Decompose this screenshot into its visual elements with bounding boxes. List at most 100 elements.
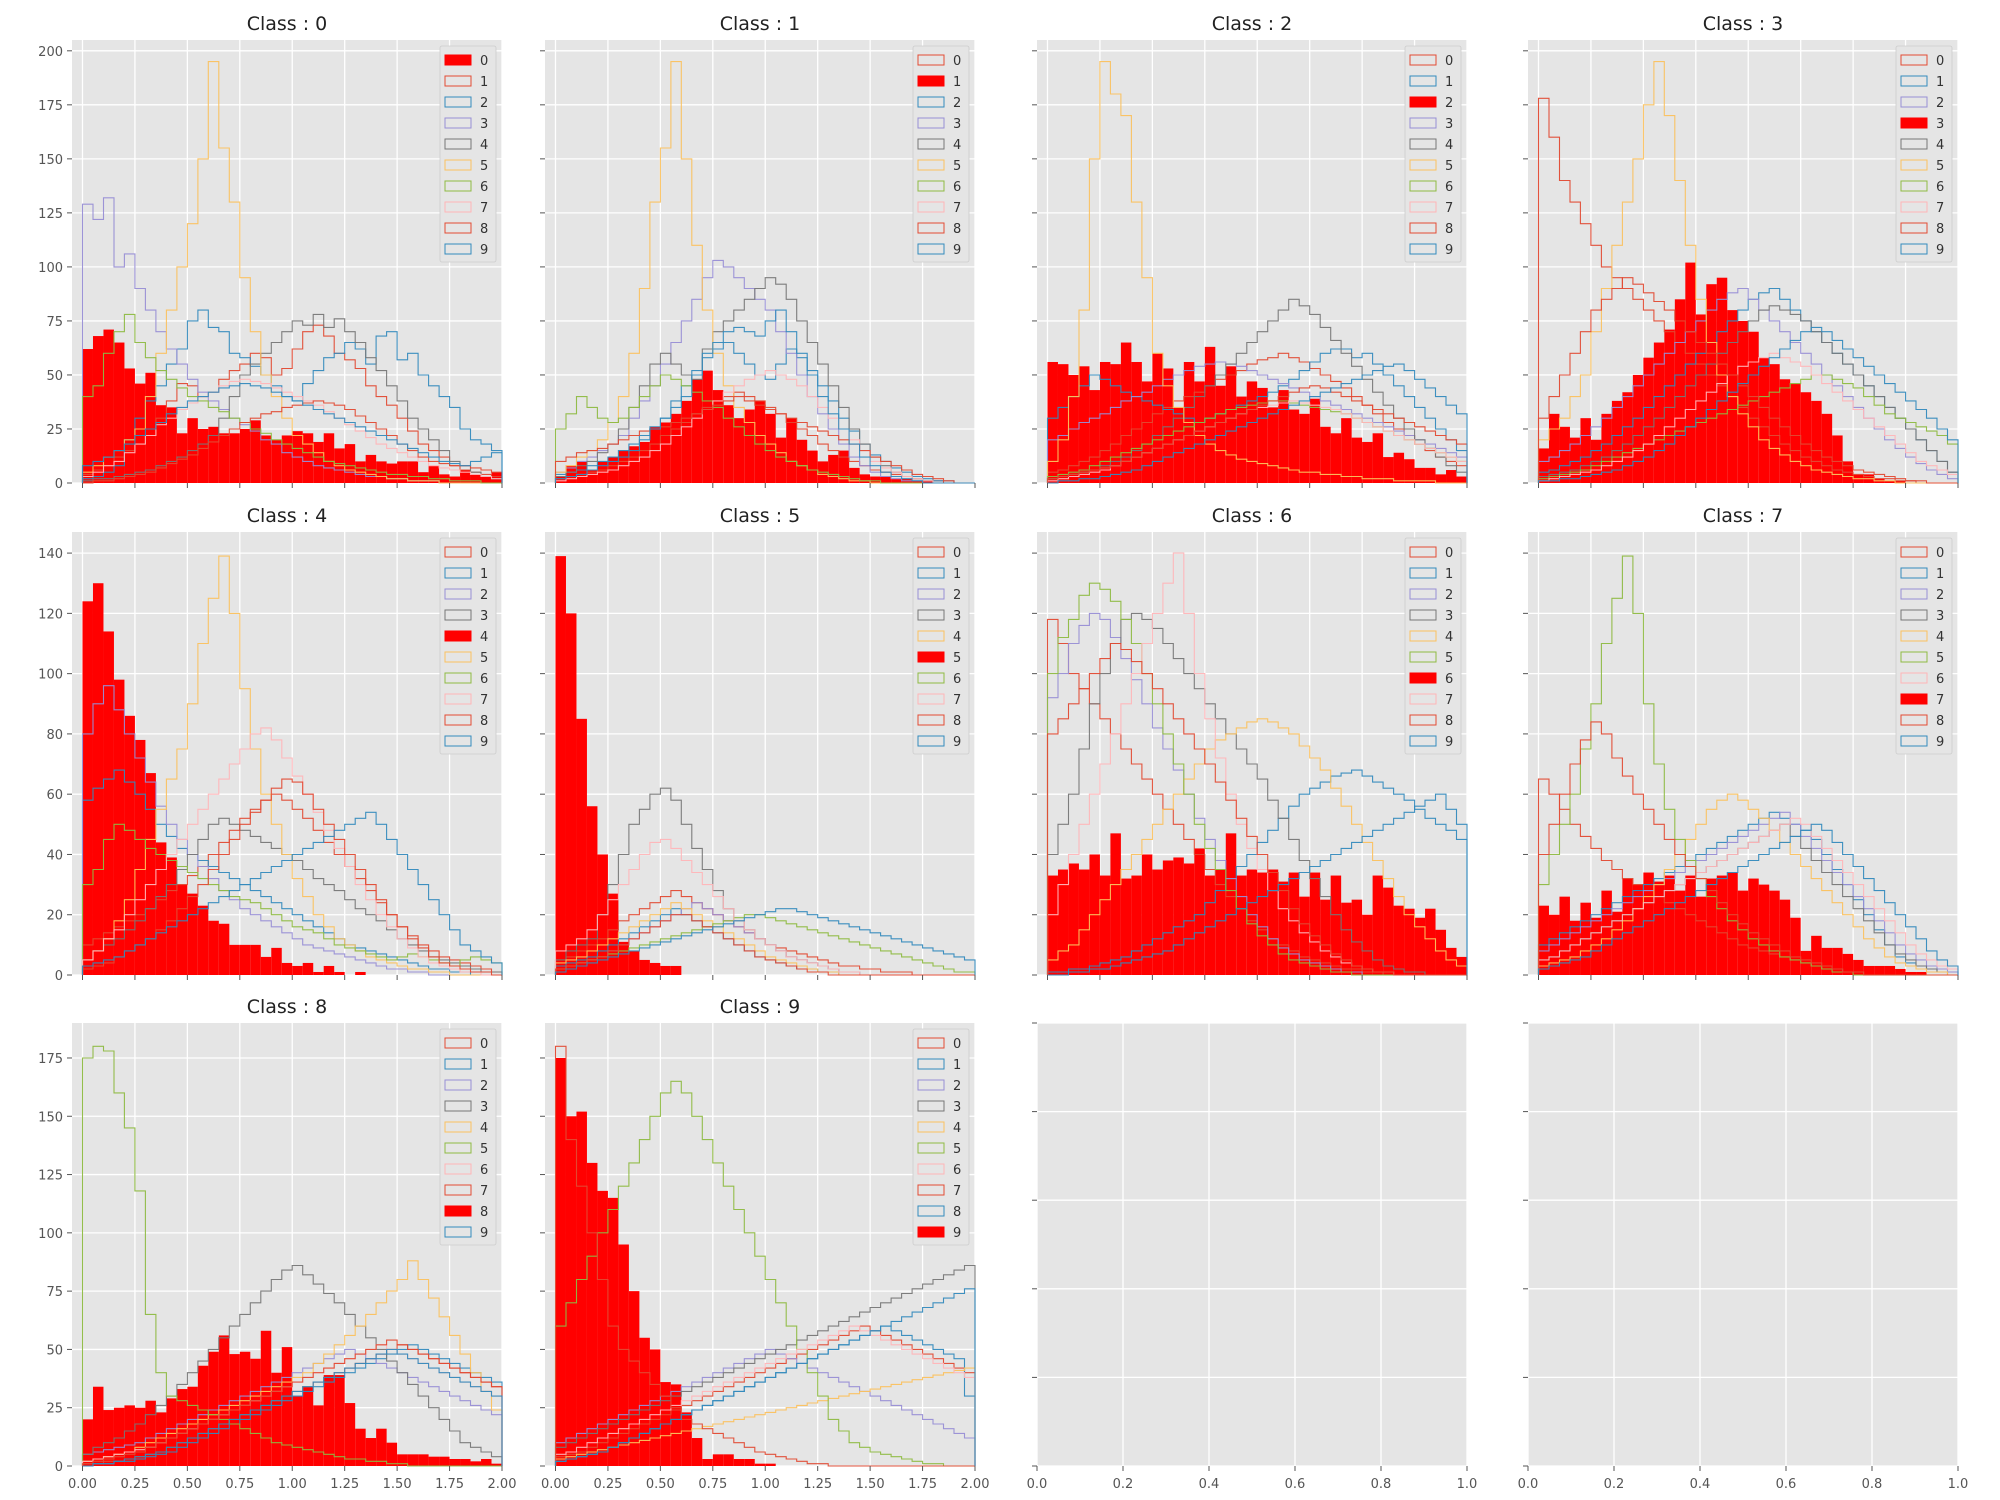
class-6-outline	[1537, 817, 1959, 975]
y-tick-label: 150	[38, 1110, 63, 1125]
x-tick-label: 0.6	[1285, 1477, 1306, 1492]
highlight-bar	[1288, 409, 1300, 483]
highlight-bar	[1393, 905, 1405, 975]
legend-swatch-5	[917, 159, 945, 171]
legend-label-5: 5	[1445, 651, 1453, 666]
legend-swatch-1	[917, 1058, 945, 1070]
legend-label-1: 1	[480, 1058, 488, 1073]
x-tick-label: 0.4	[1199, 1477, 1220, 1492]
legend-label-8: 8	[1445, 222, 1453, 237]
highlight-bar	[1267, 407, 1279, 483]
legend-label-9: 9	[1445, 243, 1453, 258]
highlight-bar	[1236, 396, 1247, 483]
class-4-outline	[1046, 718, 1468, 975]
legend-label-6: 6	[480, 180, 488, 195]
legend-label-1: 1	[953, 1058, 961, 1073]
legend-label-3: 3	[1445, 117, 1453, 132]
highlight-bar	[1246, 381, 1258, 483]
highlight-bar	[449, 1459, 461, 1466]
legend-swatch-9	[444, 735, 472, 747]
highlight-bar	[723, 405, 734, 483]
legend-label-5: 5	[1936, 651, 1944, 666]
class-9-outline	[554, 908, 976, 975]
legend-label-7: 7	[480, 201, 488, 216]
class-6-outline	[554, 914, 976, 975]
class-7-outline	[81, 378, 503, 483]
highlight-bar	[1236, 875, 1247, 975]
y-tick-label: 100	[38, 261, 63, 276]
legend-label-9: 9	[480, 1226, 488, 1241]
legend-label-2: 2	[953, 1079, 961, 1094]
legend-label-6: 6	[953, 180, 961, 195]
highlight-bar	[859, 474, 871, 483]
highlight-bar	[418, 472, 429, 483]
legend-swatch-0	[1409, 546, 1437, 558]
highlight-bar	[1120, 342, 1132, 483]
legend-swatch-8	[1900, 222, 1928, 234]
highlight-bar	[1404, 459, 1415, 483]
legend-swatch-7	[917, 1184, 945, 1196]
legend-label-9: 9	[480, 735, 488, 750]
highlight-bar	[1874, 965, 1885, 975]
class-9-outline	[81, 811, 503, 975]
highlight-bar	[1727, 872, 1738, 975]
x-tick-label: 0.25	[593, 1477, 622, 1492]
y-tick-label: 75	[46, 1285, 63, 1300]
subplot-10: 0.0 0.2 0.4 0.6 0.8 1.0	[1027, 1022, 1477, 1492]
x-tick-label: 0.00	[68, 1477, 97, 1492]
highlight-bar	[208, 426, 219, 483]
x-tick-label: 0.25	[120, 1477, 149, 1492]
x-tick-label: 0.2	[1604, 1477, 1625, 1492]
legend-label-0: 0	[480, 1037, 488, 1052]
highlight-bar	[355, 1428, 366, 1466]
legend-label-3: 3	[1445, 609, 1453, 624]
legend-swatch-4	[917, 138, 945, 150]
legend-label-6: 6	[1445, 180, 1453, 195]
legend-swatch-6	[917, 672, 945, 684]
highlight-bar	[1362, 441, 1373, 483]
highlight-bar	[1152, 353, 1163, 483]
legend-label-3: 3	[480, 609, 488, 624]
class-1-outline	[82, 1344, 503, 1467]
class-8-outline	[1537, 721, 1958, 976]
y-tick-label: 0	[55, 477, 63, 492]
highlight-bar	[712, 390, 724, 483]
class-9-outline	[1047, 793, 1468, 976]
highlight-bar	[733, 1459, 745, 1466]
highlight-bar	[145, 773, 156, 975]
highlight-bar	[712, 1454, 724, 1466]
highlight-bar	[397, 1454, 408, 1466]
highlight-bar	[155, 405, 167, 483]
highlight-bar	[260, 956, 272, 975]
class-2-outline	[1537, 287, 1959, 483]
highlight-bar	[1215, 385, 1226, 483]
highlight-bar	[302, 1386, 314, 1466]
legend-swatch-3	[1900, 609, 1928, 621]
highlight-bar	[649, 962, 661, 975]
legend-swatch-4	[1900, 138, 1928, 150]
highlight-bar	[271, 947, 282, 975]
legend-label-9: 9	[480, 243, 488, 258]
highlight-bar	[1320, 426, 1331, 483]
subplot-title: Class : 6	[1212, 505, 1293, 527]
highlight-bar	[82, 349, 93, 483]
legend-swatch-7	[917, 693, 945, 705]
highlight-bar	[565, 613, 577, 975]
highlight-bar	[723, 1454, 734, 1466]
highlight-bar	[1821, 947, 1833, 975]
legend-swatch-3	[444, 609, 472, 621]
legend-label-5: 5	[480, 159, 488, 174]
x-tick-label: 1.75	[908, 1477, 937, 1492]
highlight-bar	[607, 1197, 619, 1466]
class-5-outline	[81, 1045, 502, 1467]
highlight-bar	[428, 465, 440, 483]
highlight-bar	[365, 454, 377, 483]
highlight-bar	[849, 467, 860, 483]
legend-swatch-3	[1900, 117, 1928, 129]
legend-swatch-4	[444, 630, 472, 642]
highlight-bar	[292, 965, 303, 975]
highlight-bar	[586, 806, 598, 975]
legend-label-5: 5	[953, 159, 961, 174]
highlight-bar	[176, 884, 188, 975]
